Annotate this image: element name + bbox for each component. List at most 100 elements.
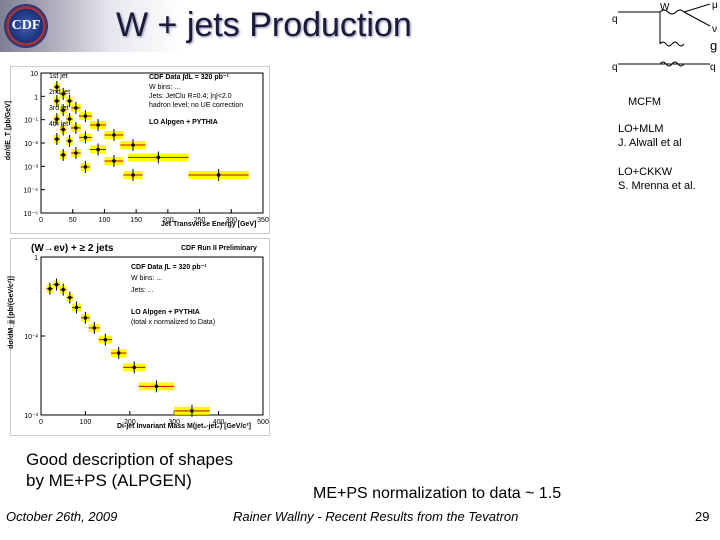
plot2-data-point xyxy=(154,384,159,389)
plot2-x-axis-label: Di-jet Invariant Mass M(jet₁-jet₂) [GeV/… xyxy=(117,423,251,430)
plot1-data-point xyxy=(96,147,100,152)
jet-et-plot-panel: 0 50 100 150 200 250 300 350 10 1 10⁻¹ 10⁻² 10⁻³ 10⁻⁴… xyxy=(5,66,270,234)
plot1-legend-wbins: W bins: ... xyxy=(149,84,181,91)
plot1-legend-data: CDF Data ∫dL = 320 pb⁻¹ xyxy=(149,74,229,81)
plot1-data-point xyxy=(216,173,221,177)
shape-description-caption: Good description of shapes by ME+PS (ALP… xyxy=(26,449,233,491)
plot1-y-tick-label: 10⁻⁴ xyxy=(24,188,39,195)
plot1-data-point xyxy=(74,126,78,130)
plot1-x-tick-label: 50 xyxy=(69,217,77,224)
plot2-legend-mc: LO Alpgen + PYTHIA xyxy=(131,309,200,316)
diagram-label-nu: ν xyxy=(712,24,717,35)
plot2-data-point xyxy=(68,295,72,300)
plot1-data-point xyxy=(55,99,59,103)
plot1-y-tick-label: 10⁻³ xyxy=(24,164,38,171)
plot1-data-point xyxy=(55,85,59,89)
plot1-y-tick-label: 1 xyxy=(34,94,38,101)
plot1-jet-label-4: 4th jet xyxy=(49,121,69,128)
plot1-data-point xyxy=(112,159,116,163)
plot1-x-tick-label: 300 xyxy=(225,217,237,224)
feynman-diagram: W q q q g μ ν xyxy=(610,0,720,90)
plot2-x-tick-label: 400 xyxy=(213,419,225,426)
plot1-jet-label-2: 2nd jet xyxy=(49,89,71,96)
plot1-data-point xyxy=(67,139,72,143)
plot1-legend-mc: LO Alpgen + PYTHIA xyxy=(149,119,218,126)
plot1-jet-label-1: 1st jet xyxy=(49,73,68,80)
plot2-title: (W→eν) + ≥ 2 jets xyxy=(31,243,114,254)
plot1-legend-hadron: hadron level; no UE correction xyxy=(149,102,244,109)
mlm-reference: J. Alwall et al xyxy=(618,137,682,149)
title-bar: CDF W + jets Production xyxy=(0,0,610,52)
plot2-data-point xyxy=(54,282,59,287)
plot1-y-tick-label: 10 xyxy=(30,71,38,78)
diagram-label-q2: q xyxy=(612,62,618,73)
diagram-label-g: g xyxy=(710,38,718,53)
ckkw-method: LO+CKKW xyxy=(618,166,673,178)
plot1-x-tick-label: 0 xyxy=(39,217,43,224)
diagram-label-q1: q xyxy=(612,14,618,25)
plot1-data-point xyxy=(61,127,65,132)
normalization-caption: ME+PS normalization to data ~ 1.5 xyxy=(313,485,562,502)
plot2-data-point xyxy=(190,409,194,413)
dijet-mass-plot-panel: 0 100 200 300 400 500 1 10⁻² 10⁻³ (W→eν) + ≥ 2 j… xyxy=(7,238,270,436)
logo-text: CDF xyxy=(11,18,41,33)
plot1-data-point xyxy=(112,133,116,137)
plot2-subtitle: CDF Run II Preliminary xyxy=(181,245,257,252)
plot1-x-axis-label: Jet Transverse Energy [GeV] xyxy=(161,221,257,228)
plot1-data-point xyxy=(55,117,59,121)
plot2-x-tick-label: 500 xyxy=(257,419,269,426)
plot1-data-point xyxy=(55,137,59,141)
diagram-label-q3: q xyxy=(710,62,716,73)
cdf-logo: CDF xyxy=(4,4,48,48)
plot1-x-tick-label: 100 xyxy=(99,217,111,224)
plot2-data-point xyxy=(61,287,65,292)
plot2-legend-wbins: W bins: ... xyxy=(131,275,163,282)
feynman-diagram-svg xyxy=(618,3,711,67)
plot2-x-tick-label: 200 xyxy=(124,419,136,426)
plot1-data-point xyxy=(74,106,78,110)
plot1-x-tick-label: 200 xyxy=(162,217,174,224)
plot1-legend-jets: Jets: JetClu R=0.4; |η|<2.0 xyxy=(149,93,232,100)
plot1-y-tick-label: 10⁻² xyxy=(24,141,38,148)
plot1-data-point xyxy=(131,143,135,147)
plot1-data-point xyxy=(131,173,135,177)
plot1-data-point xyxy=(67,99,72,103)
plot1-data-point xyxy=(83,165,88,169)
plot1-y-tick-label: 10⁻¹ xyxy=(24,118,38,125)
plot2-y-tick-label: 1 xyxy=(34,255,38,262)
plot1-x-tick-label: 150 xyxy=(130,217,142,224)
mcfm-label: MCFM xyxy=(628,96,661,108)
mlm-method: LO+MLM xyxy=(618,123,664,135)
plot1-data-point xyxy=(61,108,65,112)
diagram-label-w: W xyxy=(660,2,670,13)
plot2-data-point xyxy=(74,305,79,310)
plot1-jet-label-3: 3rd jet xyxy=(49,105,69,112)
plot2-data-point xyxy=(83,316,88,320)
plot2-data-point xyxy=(116,351,121,355)
plot1-data-point xyxy=(61,92,65,96)
shape-caption-line-2: by ME+PS (ALPGEN) xyxy=(26,471,192,490)
plot2-y-tick-label: 10⁻² xyxy=(24,334,38,341)
diagram-label-mu: μ xyxy=(712,0,718,11)
plot1-data-point xyxy=(156,155,161,160)
plot2-legend-norm: (total x normalized to Data) xyxy=(131,319,216,326)
plot1-data-point xyxy=(83,114,88,118)
page-number: 29 xyxy=(695,509,710,524)
plot1-x-tick-label: 250 xyxy=(194,217,206,224)
plot2-data-point xyxy=(103,337,108,342)
plot2-y-axis-label: dσ/dM_jj [pb/(GeV/c²)] xyxy=(7,276,15,349)
plot1-data-point xyxy=(83,135,88,140)
plot2-x-tick-label: 100 xyxy=(80,419,92,426)
plot1-y-axis-label: dσ/dE_T [pb/GeV] xyxy=(5,100,13,161)
plot2-x-tick-label: 0 xyxy=(39,419,43,426)
plot2-x-tick-label: 300 xyxy=(168,419,180,426)
shape-caption-line-1: Good description of shapes xyxy=(26,450,233,469)
plot2-legend-jets: Jets: ... xyxy=(131,287,154,294)
jet-et-plot: 0 50 100 150 200 250 300 350 10 1 10⁻¹ 10⁻² 10⁻³ 10⁻⁴… xyxy=(24,71,269,224)
plot2-data-point xyxy=(48,286,52,291)
plot1-data-point xyxy=(67,117,72,121)
dijet-mass-plot: 0 100 200 300 400 500 1 10⁻² 10⁻³ xyxy=(24,255,269,426)
plot1-data-point xyxy=(74,151,78,155)
plot1-data-point xyxy=(96,123,100,127)
plot2-y-tick-label: 10⁻³ xyxy=(24,413,38,420)
